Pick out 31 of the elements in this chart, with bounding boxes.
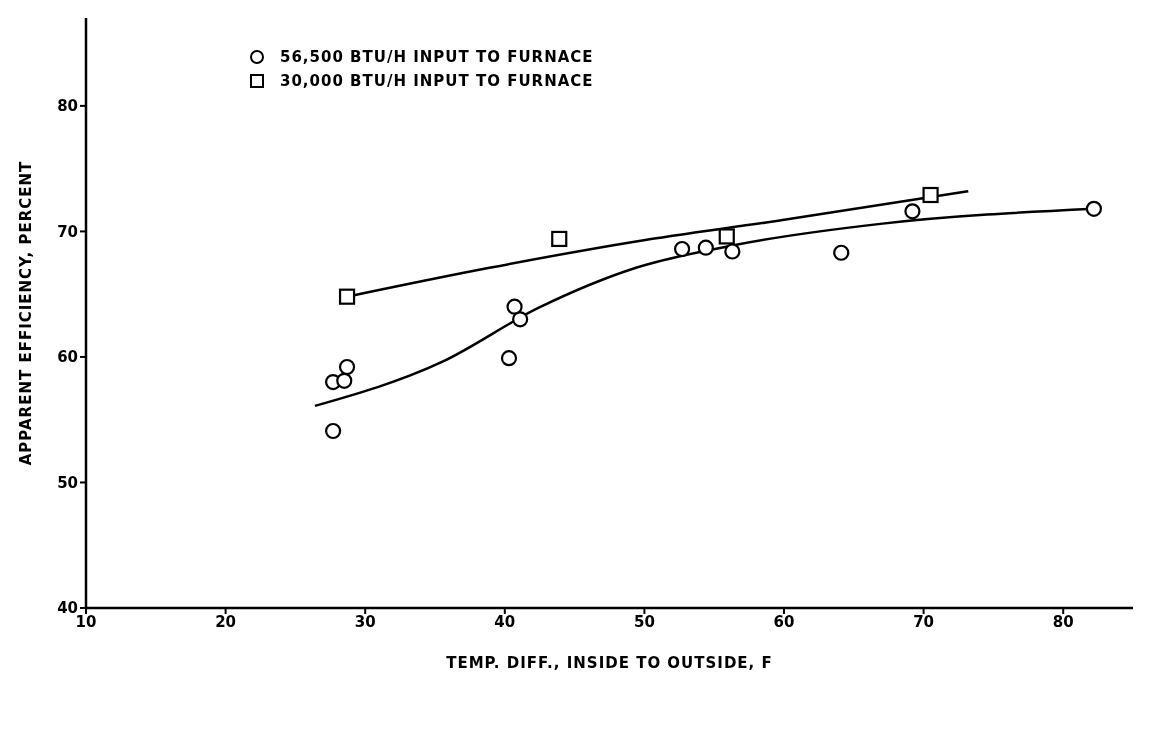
- y-tick-label: 40: [57, 599, 78, 618]
- x-tick-label: 50: [633, 612, 655, 631]
- legend-label: 30,000 BTU/H INPUT TO FURNACE: [280, 72, 594, 90]
- point: [922, 186, 939, 204]
- x-tick-label: 10: [75, 612, 97, 631]
- point: [697, 239, 714, 256]
- x-tick-label: 20: [215, 612, 237, 631]
- x-tick-label: 70: [913, 612, 935, 631]
- point: [718, 228, 735, 245]
- point: [904, 203, 921, 220]
- point: [338, 288, 356, 305]
- x-tick-label: 60: [773, 612, 795, 631]
- x-tick-label: 80: [1052, 612, 1074, 631]
- y-tick-label: 80: [57, 97, 78, 116]
- point: [833, 244, 850, 261]
- point: [500, 350, 518, 367]
- x-axis-title: TEMP. DIFF., INSIDE TO OUTSIDE, F: [446, 654, 773, 672]
- x-tick-label: 30: [354, 612, 376, 631]
- y-tick-label: 60: [57, 348, 78, 367]
- y-tick-label: 70: [57, 222, 78, 241]
- point: [338, 358, 356, 376]
- point: [324, 422, 342, 440]
- x-tick-label: 40: [494, 612, 516, 631]
- point: [336, 372, 353, 389]
- point: [512, 311, 529, 328]
- y-tick-label: 50: [57, 473, 78, 492]
- point: [551, 230, 568, 248]
- point: [1085, 200, 1103, 217]
- legend-label: 56,500 BTU/H INPUT TO FURNACE: [280, 48, 594, 66]
- y-axis-title: APPARENT EFFICIENCY, PERCENT: [17, 160, 36, 466]
- point: [506, 298, 523, 315]
